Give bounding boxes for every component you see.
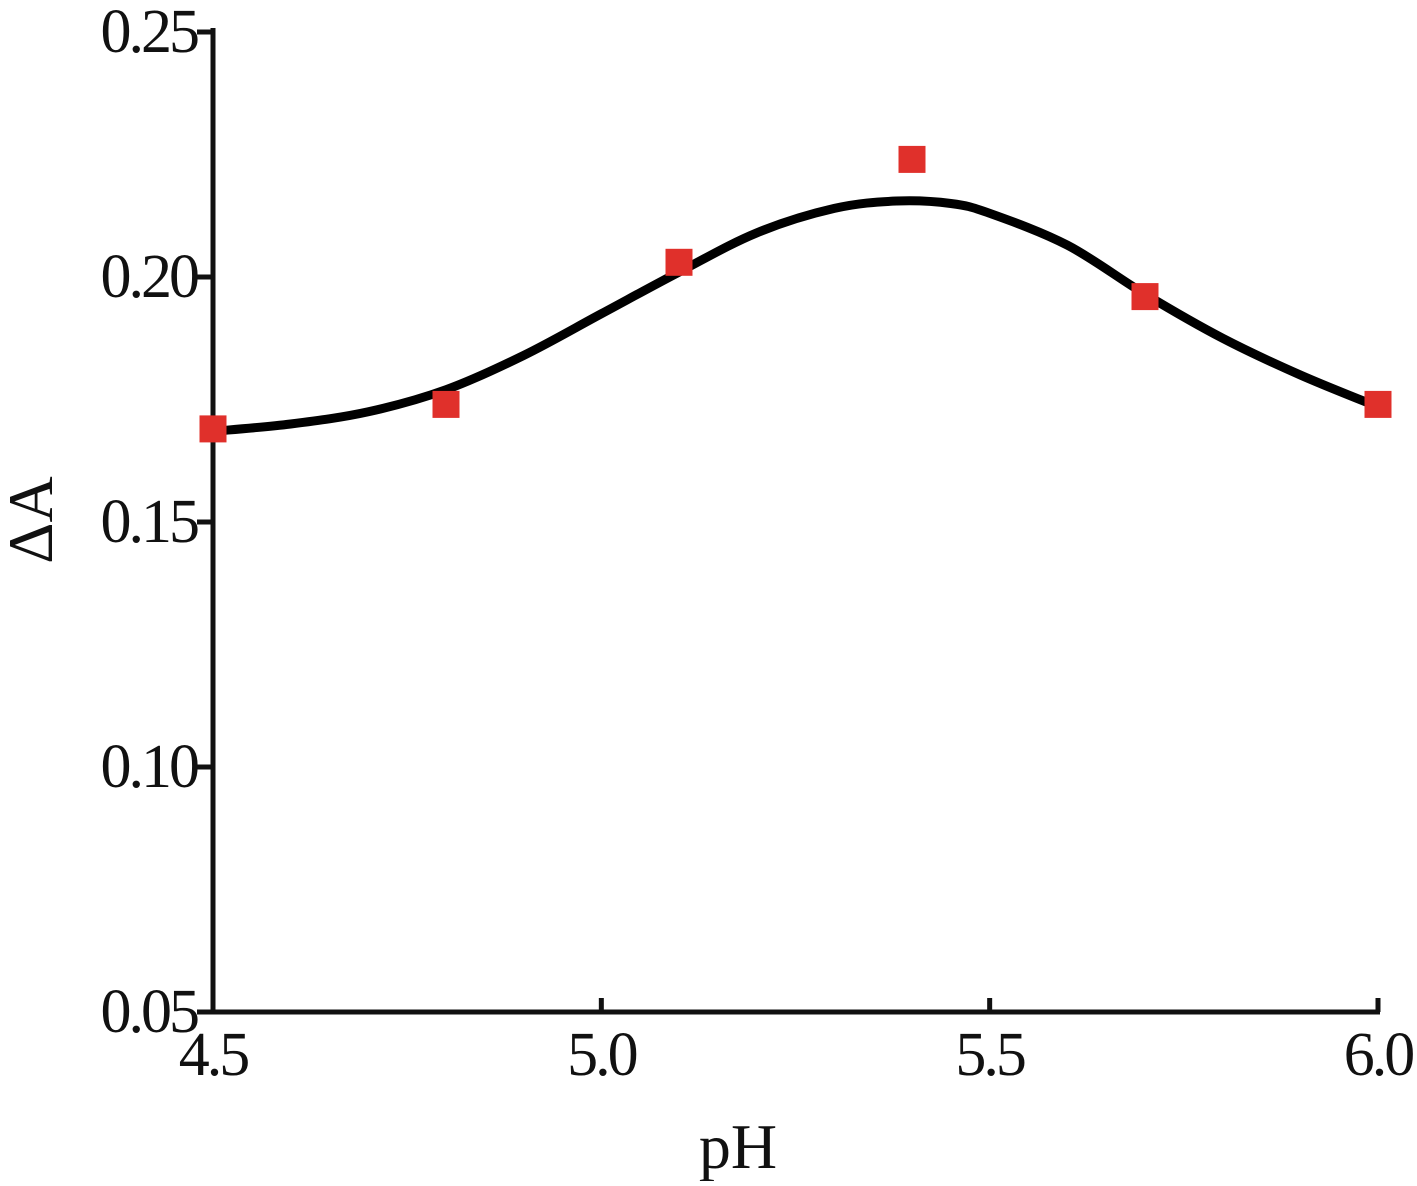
data-points-layer [199, 145, 1392, 443]
x-tick-label: 5.5 [955, 1021, 1025, 1089]
y-tick-label: 0.15 [101, 488, 199, 556]
y-tick-label: 0.10 [101, 733, 199, 801]
data-point [432, 390, 460, 418]
fit-curve-layer [208, 196, 1383, 436]
data-point [199, 415, 227, 443]
data-point [1364, 390, 1392, 418]
data-point [665, 248, 693, 276]
x-tick-label: 5.0 [567, 1021, 637, 1089]
x-axis-title: pH [699, 1111, 777, 1181]
y-tick-label: 0.05 [101, 978, 199, 1046]
x-tick-label: 4.5 [179, 1021, 249, 1089]
y-tick-label: 0.25 [101, 0, 199, 66]
fit-curve [208, 196, 1383, 436]
x-tick-label: 6.0 [1344, 1021, 1414, 1089]
y-axis-title: ΔA [0, 476, 66, 563]
data-point [898, 145, 926, 173]
axes [197, 28, 1381, 1015]
tick-labels-layer: 0.05 0.10 0.15 0.20 0.25 4.5 5.0 5.5 6.0 [101, 0, 1417, 1089]
data-point [1131, 283, 1159, 311]
y-tick-label: 0.20 [101, 243, 199, 311]
